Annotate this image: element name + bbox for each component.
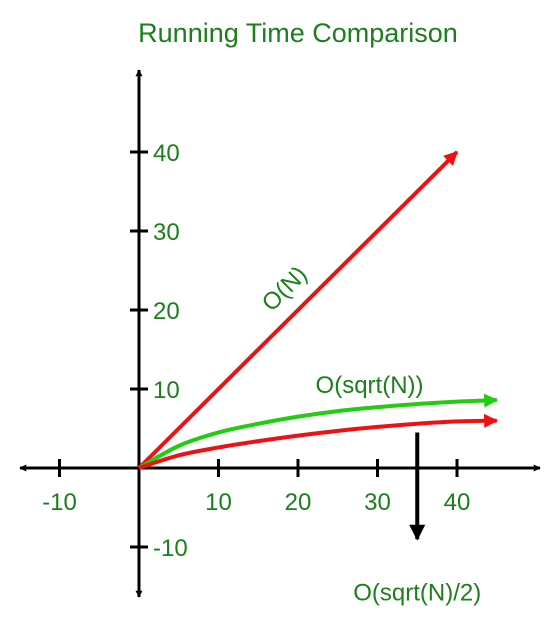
- y-tick-label: 40: [153, 140, 180, 167]
- x-tick-label: 40: [444, 489, 471, 516]
- annotation-label: O(N): [257, 261, 313, 317]
- y-tick-label: -10: [153, 535, 188, 562]
- series-labels: O(N) O(sqrt(N)) O(sqrt(N)/2): [257, 261, 481, 607]
- annotation-label: O(sqrt(N)/2): [353, 580, 481, 607]
- y-tick-label: 20: [153, 298, 180, 325]
- y-tick-label: 10: [153, 377, 180, 404]
- chart-title: Running Time Comparison: [138, 18, 458, 48]
- series-lines: [137, 150, 499, 470]
- annotation-label: O(sqrt(N)): [316, 372, 424, 399]
- series-line-2: [138, 393, 499, 470]
- y-tick-label: 30: [153, 219, 180, 246]
- x-tick-label: 20: [285, 489, 312, 516]
- x-tick-label: 10: [205, 489, 232, 516]
- x-tick-label: -10: [42, 489, 77, 516]
- x-tick-label: 30: [364, 489, 391, 516]
- axis-ticks: -10 10 20 30 40 40 30 20 10 -10: [42, 140, 470, 562]
- series-line-3: [138, 413, 499, 470]
- series-line-1: [137, 150, 459, 470]
